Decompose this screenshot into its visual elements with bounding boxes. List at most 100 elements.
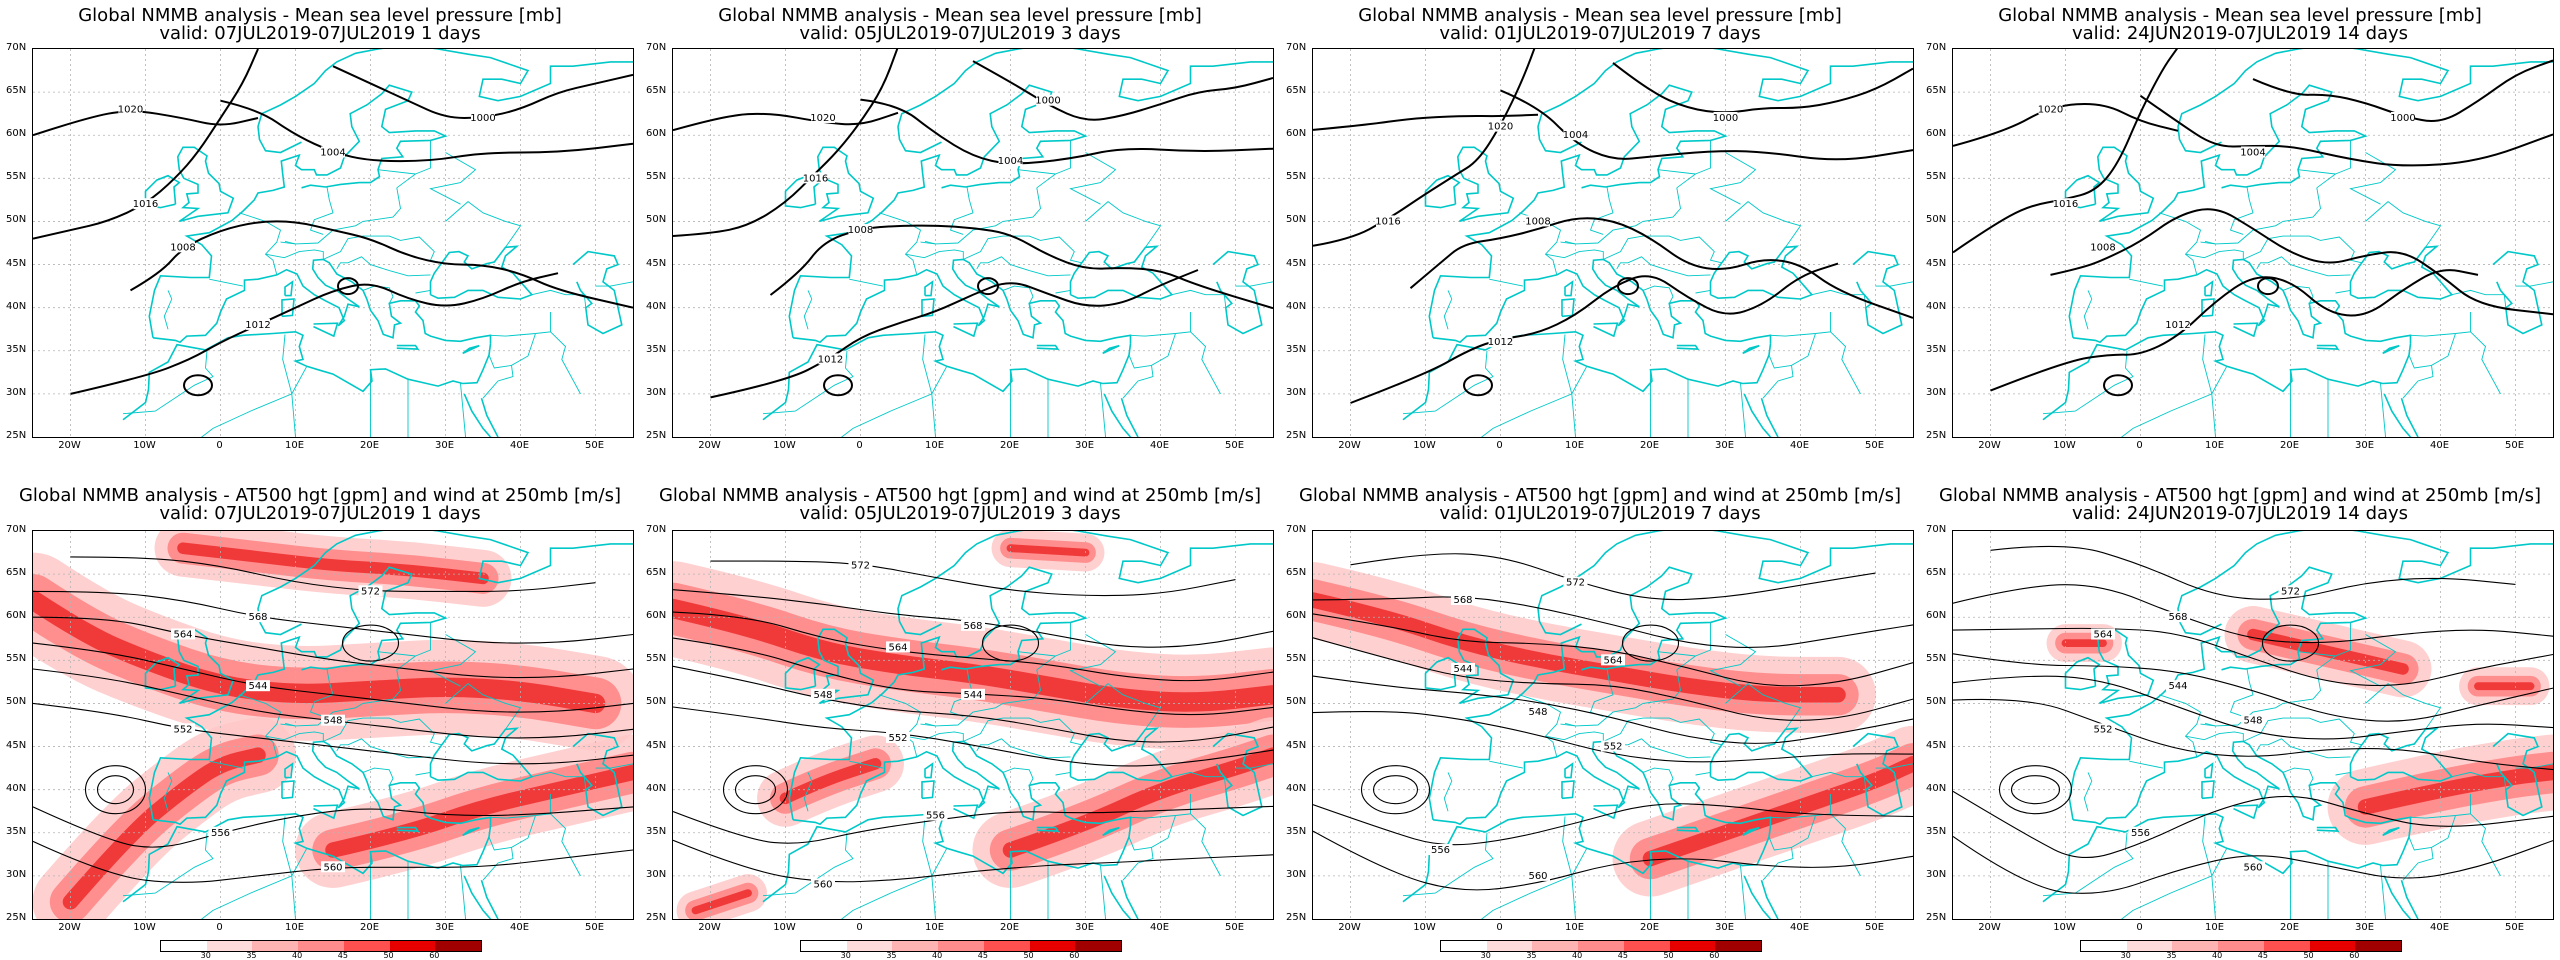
border-line [209,278,244,287]
lat-tick-label: 60N [646,128,667,140]
border-line [2451,771,2507,790]
jet-core [2247,628,2409,675]
border-line [1676,140,1711,189]
coastline [2233,322,2259,338]
lon-tick-label: 50E [1224,440,1245,451]
contour-label-bg [961,688,985,700]
lon-tick-label: 50E [584,922,605,933]
contour-line [2257,277,2279,296]
lat-tick-label: 40N [1926,300,1947,312]
lat-tick-label: 45N [646,257,667,269]
lon-tick-label: 50E [1864,922,1885,933]
coastline [1103,875,1132,919]
lat-tick-label: 60N [1926,128,1947,140]
mslp-panel-3: Global NMMB analysis - Mean sea level pr… [1280,0,1920,480]
coastline [897,49,1078,154]
contours [33,49,633,397]
lat-tick-label: 70N [646,524,667,535]
lon-tick-label: 10E [2204,922,2225,933]
coastlines [1402,49,1913,437]
border-line [284,240,296,245]
border-line [201,334,293,437]
panel-title: Global NMMB analysis - Mean sea level pr… [1998,5,2482,26]
border-line [1017,169,1056,175]
coastline [1709,727,1814,782]
coastline [176,146,235,223]
graticule [673,49,1273,437]
jet-core [2357,764,2553,815]
coastline [281,780,295,800]
coastline [1561,780,1575,800]
contour-line [673,49,899,237]
lat-tick-label: 70N [6,42,27,53]
contour-label-bg [848,224,873,236]
coastline [1456,628,1515,705]
border-line [1571,366,1588,437]
contour-line [1360,765,1431,815]
contour-label-bg [811,111,835,123]
border-line [1489,760,1524,769]
lon-tick-label: 10E [1564,440,1585,451]
border-line [1171,771,1227,790]
coastline [1561,298,1575,318]
lat-tick-label: 35N [1926,825,1947,837]
lat-tick-label: 60N [1286,128,1307,140]
lat-tick-label: 25N [1926,430,1947,441]
colorbar-label: 45 [1617,951,1628,960]
coastline [313,804,339,820]
border-line [2121,334,2213,437]
contour-label-bg [1488,336,1513,348]
contour-label-bg [998,155,1023,167]
panel-valid: valid: 01JUL2019-07JUL2019 7 days [1439,23,1761,44]
map-svg: 1020 1016 1012 1008 1004 1000 [1313,49,1913,437]
panel-title: Global NMMB analysis - AT500 hgt [gpm] a… [658,485,1262,506]
lat-tick-label: 30N [1926,386,1947,398]
map-area: 544 548 552 556 560 564 568 572 [32,530,634,920]
contour-label: 1012 [818,354,843,365]
border-line [1616,256,1670,272]
coastline [437,49,633,102]
border-line [1669,270,1711,277]
border-line [963,235,1082,264]
graticule [1953,49,2553,437]
lon-tick-label: 20E [1639,440,1660,451]
contour-label: 572 [361,586,380,597]
map-svg: 544 548 552 556 560 564 568 572 [673,531,1273,919]
lat-tick-label: 25N [646,912,667,923]
border-line [1669,752,1711,759]
border-line [1443,772,1453,812]
contour-line [1953,675,2553,740]
coastline [953,322,979,338]
lon-tick-label: 10W [2053,922,2076,933]
border-line [1055,289,1071,294]
contour-label: 556 [1431,845,1450,856]
mslp-panel-1: Global NMMB analysis - Mean sea level pr… [0,0,640,480]
lat-tick-label: 40N [1286,782,1307,794]
border-line [841,816,933,919]
graticule [33,49,633,437]
border-line [1190,813,1221,877]
coastline [2400,879,2419,919]
border-line [2083,290,2093,330]
jet-core [1002,747,1273,858]
coastline [396,826,420,832]
lat-tick-label: 35N [646,343,667,355]
contour-label-bg [246,611,270,623]
coastline [1103,393,1132,437]
lat-tick-label: 30N [6,868,27,880]
map-area: 544 548 552 556 560 564 568 572 [1952,530,2554,920]
contour-line [1313,49,1536,247]
contour-line [1313,803,1913,846]
lon-tick-label: 20E [2279,922,2300,933]
contour-line [673,611,1273,682]
lat-tick-label: 65N [1286,85,1307,97]
contour-label: 564 [1603,655,1622,666]
colorbar-label: 35 [1526,951,1537,960]
contour-label: 1004 [998,156,1023,167]
contour-label-bg [961,619,985,631]
lon-tick-label: 50E [2504,922,2525,933]
contour-line [70,556,596,592]
lat-tick-label: 30N [1286,868,1307,880]
border-line [1235,281,1273,287]
jet-core [691,889,752,915]
